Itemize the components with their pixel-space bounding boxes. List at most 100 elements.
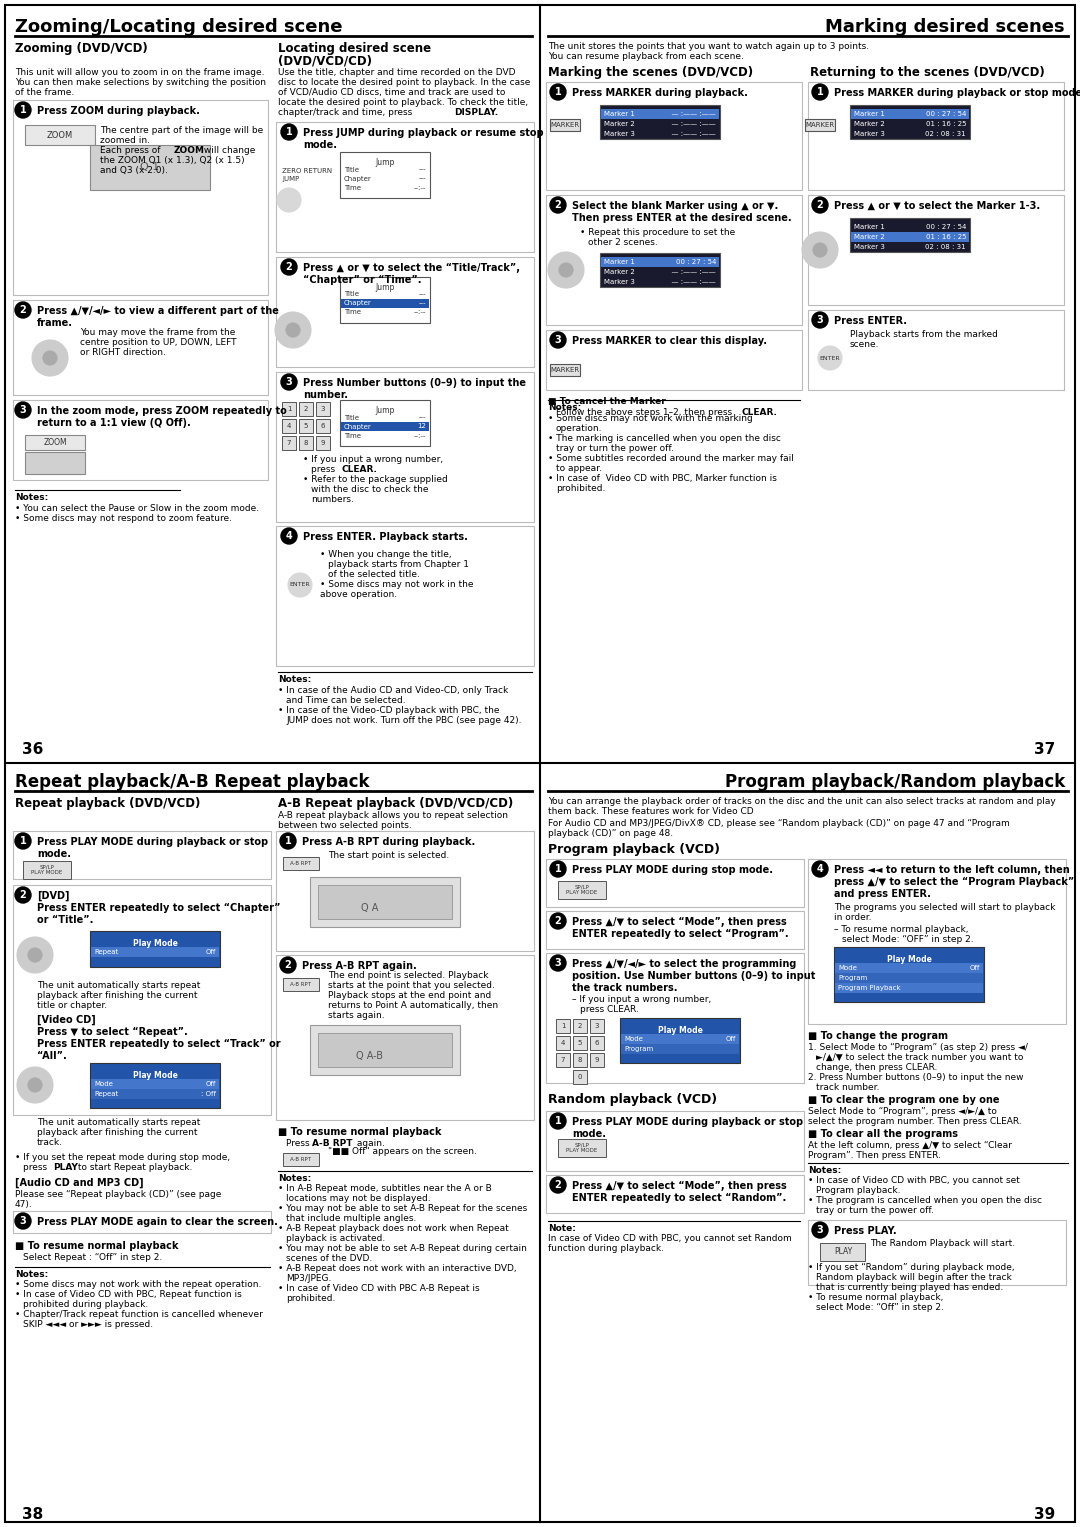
Text: Notes:: Notes:: [15, 493, 49, 502]
Text: Follow the above steps 1–2, then press: Follow the above steps 1–2, then press: [556, 408, 735, 417]
Text: ENTER repeatedly to select “Random”.: ENTER repeatedly to select “Random”.: [572, 1193, 786, 1203]
Text: 2: 2: [19, 305, 26, 315]
Text: MARKER: MARKER: [806, 122, 835, 128]
Bar: [13, 400, 268, 479]
Text: 4: 4: [561, 1040, 565, 1046]
Bar: [340, 400, 430, 446]
Text: 1. Select Mode to “Program” (as step 2) press ◄/: 1. Select Mode to “Program” (as step 2) …: [808, 1043, 1028, 1052]
Text: them back. These features work for Video CD: them back. These features work for Video…: [548, 806, 754, 815]
Text: • A-B Repeat playback does not work when Repeat: • A-B Repeat playback does not work when…: [278, 1225, 509, 1232]
Text: scenes of the DVD.: scenes of the DVD.: [286, 1254, 373, 1263]
Text: Each press of: Each press of: [100, 147, 163, 156]
Text: The start point is selected.: The start point is selected.: [328, 851, 449, 860]
Text: Press ▲ or ▼ to select the Marker 1-3.: Press ▲ or ▼ to select the Marker 1-3.: [834, 202, 1040, 211]
Text: ENTER repeatedly to select “Program”.: ENTER repeatedly to select “Program”.: [572, 928, 788, 939]
Bar: [621, 1034, 739, 1044]
Text: [Video CD]: [Video CD]: [37, 1015, 96, 1025]
Text: Marking the scenes (DVD/VCD): Marking the scenes (DVD/VCD): [548, 66, 753, 79]
Text: Locating desired scene: Locating desired scene: [278, 43, 431, 55]
Text: 3: 3: [555, 334, 562, 345]
Circle shape: [275, 312, 311, 348]
Text: press CLEAR.: press CLEAR.: [580, 1005, 638, 1014]
Text: The end point is selected. Playback: The end point is selected. Playback: [328, 971, 488, 980]
Bar: [341, 421, 429, 431]
Text: 1: 1: [555, 87, 562, 98]
Text: • Chapter/Track repeat function is cancelled whenever: • Chapter/Track repeat function is cance…: [15, 1310, 262, 1319]
Bar: [316, 418, 330, 434]
Bar: [316, 402, 330, 415]
Text: The unit automatically starts repeat: The unit automatically starts repeat: [37, 1118, 201, 1127]
Text: Notes:: Notes:: [278, 1174, 311, 1183]
Text: ■ To cancel the Marker: ■ To cancel the Marker: [548, 397, 665, 406]
Bar: [600, 257, 719, 267]
Bar: [546, 1112, 804, 1171]
Text: Press ZOOM during playback.: Press ZOOM during playback.: [37, 105, 200, 116]
Text: Marker 2: Marker 2: [854, 121, 885, 127]
Text: 02 : 08 : 31: 02 : 08 : 31: [926, 244, 966, 250]
Bar: [310, 876, 460, 927]
Text: 01 : 16 : 25: 01 : 16 : 25: [926, 234, 966, 240]
Text: • In A-B Repeat mode, subtitles near the A or B: • In A-B Repeat mode, subtitles near the…: [278, 1183, 491, 1193]
Text: will change: will change: [201, 147, 255, 156]
Text: Play Mode: Play Mode: [887, 954, 931, 964]
Text: to start Repeat playback.: to start Repeat playback.: [75, 1164, 192, 1173]
Bar: [91, 1089, 219, 1099]
Text: PLAY: PLAY: [53, 1164, 78, 1173]
Text: and Q3 (x 2.0).: and Q3 (x 2.0).: [100, 166, 167, 176]
Text: CLEAR.: CLEAR.: [742, 408, 778, 417]
Text: ■ To clear all the programs: ■ To clear all the programs: [808, 1128, 958, 1139]
Text: Marker 1: Marker 1: [854, 224, 885, 231]
Text: Marking desired scenes: Marking desired scenes: [825, 18, 1065, 37]
Text: Repeat playback/A-B Repeat playback: Repeat playback/A-B Repeat playback: [15, 773, 369, 791]
Bar: [546, 82, 802, 189]
Text: Mode: Mode: [838, 965, 856, 971]
Text: Play Mode: Play Mode: [658, 1026, 702, 1035]
Bar: [573, 1019, 588, 1032]
Bar: [590, 1019, 604, 1032]
Text: JUMP: JUMP: [282, 176, 299, 182]
Circle shape: [550, 861, 566, 876]
Text: Press PLAY MODE during playback or stop: Press PLAY MODE during playback or stop: [572, 1116, 804, 1127]
Text: 12: 12: [417, 423, 426, 429]
Text: tray or turn the power off.: tray or turn the power off.: [816, 1206, 934, 1215]
Text: Jump: Jump: [376, 157, 394, 166]
Text: The programs you selected will start to playback: The programs you selected will start to …: [834, 902, 1055, 912]
Bar: [590, 1054, 604, 1067]
Text: playback after finishing the current: playback after finishing the current: [37, 991, 198, 1000]
Text: playback is activated.: playback is activated.: [286, 1234, 386, 1243]
Text: Note:: Note:: [548, 1225, 576, 1232]
Text: centre position to UP, DOWN, LEFT: centre position to UP, DOWN, LEFT: [80, 337, 237, 347]
Text: Jump: Jump: [376, 282, 394, 292]
Text: • You can select the Pause or Slow in the zoom mode.: • You can select the Pause or Slow in th…: [15, 504, 259, 513]
Text: select the program number. Then press CLEAR.: select the program number. Then press CL…: [808, 1116, 1022, 1125]
Circle shape: [280, 957, 296, 973]
Text: Time: Time: [345, 432, 361, 438]
Text: 3: 3: [19, 1215, 26, 1226]
Text: • Some subtitles recorded around the marker may fail: • Some subtitles recorded around the mar…: [548, 454, 794, 463]
Text: 6: 6: [321, 423, 325, 429]
Bar: [282, 437, 296, 450]
Text: • To resume normal playback,: • To resume normal playback,: [808, 1293, 943, 1303]
Bar: [851, 108, 969, 119]
Text: title or chapter.: title or chapter.: [37, 1002, 107, 1009]
Bar: [341, 299, 429, 308]
Circle shape: [15, 102, 31, 118]
Bar: [808, 1220, 1066, 1286]
Text: At the left column, press ▲/▼ to select “Clear: At the left column, press ▲/▼ to select …: [808, 1141, 1012, 1150]
Text: “All”.: “All”.: [37, 1051, 67, 1061]
Bar: [590, 1035, 604, 1051]
Text: 38: 38: [22, 1507, 43, 1522]
Text: ENTER: ENTER: [820, 356, 840, 360]
Text: press: press: [311, 466, 338, 473]
Text: Notes:: Notes:: [278, 675, 311, 684]
Text: Notes:: Notes:: [548, 403, 581, 412]
Text: Program”. Then press ENTER.: Program”. Then press ENTER.: [808, 1151, 941, 1161]
Text: The unit automatically starts repeat: The unit automatically starts repeat: [37, 980, 201, 989]
Text: 1: 1: [19, 105, 26, 115]
Bar: [546, 1174, 804, 1212]
Text: In case of Video CD with PBC, you cannot set Random: In case of Video CD with PBC, you cannot…: [548, 1234, 792, 1243]
Text: Press MARKER to clear this display.: Press MARKER to clear this display.: [572, 336, 767, 347]
Text: press: press: [23, 1164, 50, 1173]
Text: Press JUMP during playback or resume stop: Press JUMP during playback or resume sto…: [303, 128, 543, 137]
Circle shape: [812, 84, 828, 99]
